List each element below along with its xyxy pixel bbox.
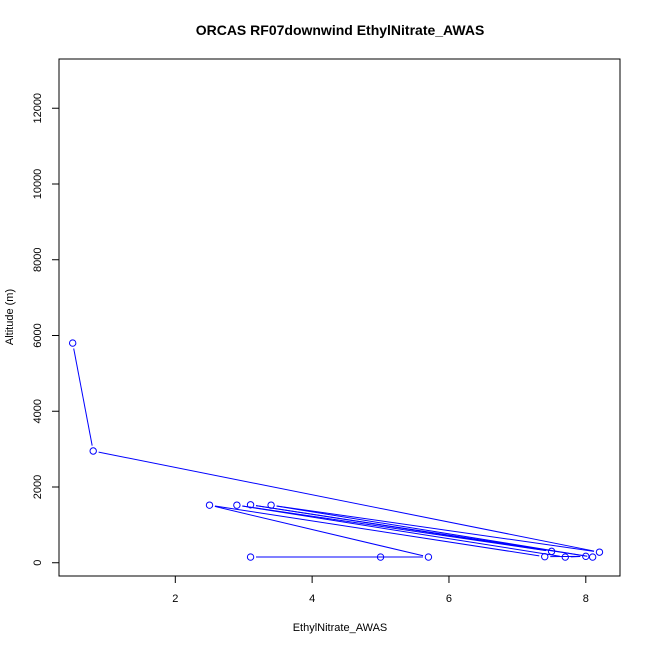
y-tick-label: 0 [32, 560, 44, 566]
data-point [561, 553, 569, 561]
data-point [246, 553, 255, 561]
data-point [267, 501, 275, 509]
data-point [595, 548, 604, 556]
data-point [547, 547, 556, 556]
plot-area [58, 58, 621, 577]
y-tick-label: 10000 [32, 169, 44, 200]
y-tick-label: 12000 [32, 93, 44, 124]
data-point [68, 339, 77, 347]
x-tick-label: 8 [583, 593, 589, 605]
data-point [424, 553, 433, 561]
y-axis: 0 2000 4000 6000 8000 10000 12000 [32, 93, 60, 566]
series-layer [68, 339, 604, 561]
y-tick-label: 4000 [32, 399, 44, 423]
x-axis-label: EthylNitrate_AWAS [293, 622, 388, 634]
y-tick-label: 8000 [32, 247, 44, 271]
data-point [376, 553, 385, 561]
series-segment [214, 505, 540, 557]
y-tick-label: 6000 [32, 323, 44, 347]
chart-title: ORCAS RF07downwind EthylNitrate_AWAS [196, 22, 485, 38]
data-point [582, 552, 590, 561]
y-axis-label: Altitude (m) [4, 289, 16, 345]
series-segment [214, 505, 424, 557]
x-axis: 2 4 6 8 [172, 575, 589, 605]
data-point [233, 501, 241, 509]
x-tick-label: 2 [172, 593, 178, 605]
series-segment [276, 505, 595, 552]
data-point [89, 447, 97, 455]
data-point [246, 501, 255, 509]
series-segment [242, 505, 560, 557]
series-segment [98, 451, 595, 552]
x-tick-label: 4 [309, 593, 315, 605]
data-point [205, 501, 214, 509]
x-tick-label: 6 [446, 593, 452, 605]
y-tick-label: 2000 [32, 475, 44, 499]
series-segment [73, 348, 93, 446]
series-segment [242, 505, 547, 552]
data-point [541, 552, 549, 561]
data-point [588, 553, 597, 561]
